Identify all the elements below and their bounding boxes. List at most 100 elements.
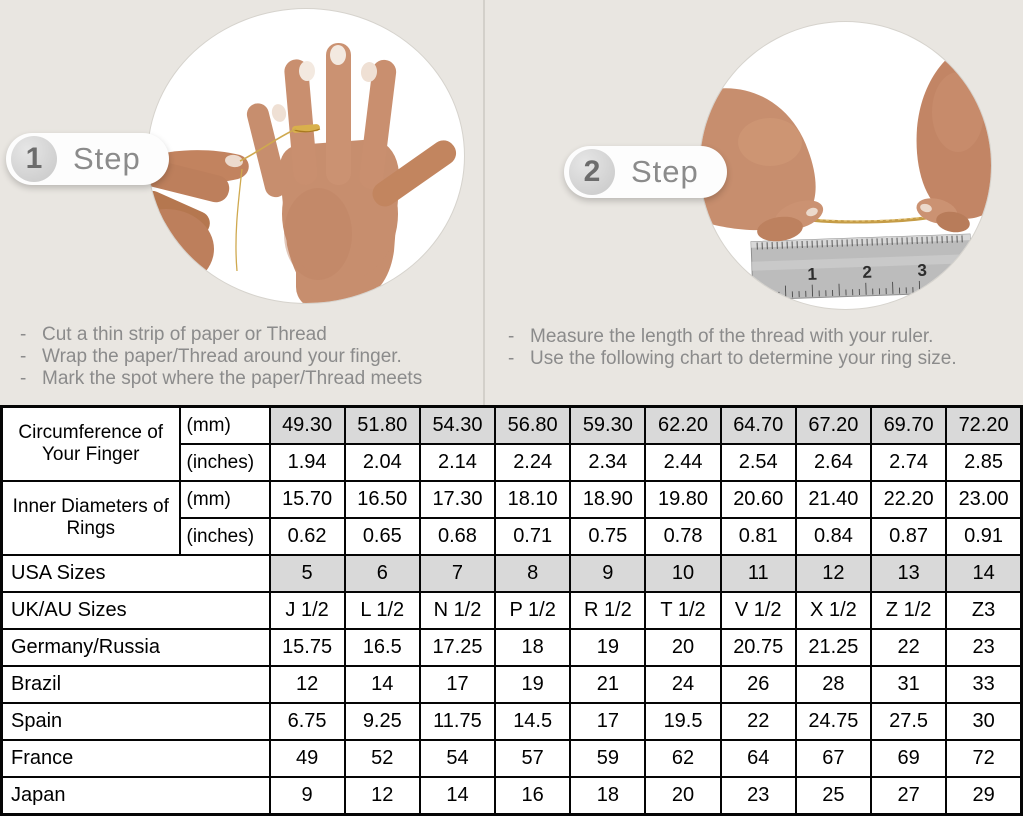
table-cell: 8 xyxy=(494,554,572,593)
table-cell: 18.10 xyxy=(494,480,572,519)
hand-with-thread-illustration xyxy=(148,43,457,303)
table-cell: 28 xyxy=(794,665,873,704)
instruction-section: 1 2 3 xyxy=(0,0,1023,405)
ring-size-table: Circumference of Your Finger (mm) 49.30 51.… xyxy=(0,405,1023,816)
table-cell: 2.24 xyxy=(494,443,572,482)
table-cell: 11.75 xyxy=(418,702,497,741)
instruction-line: - Measure the length of the thread with y… xyxy=(508,326,934,347)
table-cell: 2.14 xyxy=(418,443,497,482)
table-cell: 27.5 xyxy=(869,702,948,741)
row-label: UK/AU Sizes xyxy=(0,591,271,630)
table-cell: T 1/2 xyxy=(644,591,722,630)
table-cell: 52 xyxy=(343,739,421,778)
table-cell: 2.44 xyxy=(644,443,722,482)
table-cell: 21.25 xyxy=(794,628,873,667)
table-cell: 0.75 xyxy=(569,517,647,556)
table-cell: 21.40 xyxy=(794,480,873,519)
step-1-number: 1 xyxy=(11,136,57,182)
row-label: Japan xyxy=(0,776,271,816)
table-cell: J 1/2 xyxy=(268,591,346,630)
table-cell: 30 xyxy=(945,702,1023,741)
table-cell: 17 xyxy=(418,665,497,704)
table-cell: 18 xyxy=(494,628,572,667)
table-cell: 57 xyxy=(494,739,572,778)
thread xyxy=(239,128,297,162)
table-cell: 9 xyxy=(268,776,346,816)
table-cell: 24.75 xyxy=(794,702,873,741)
step-2-number: 2 xyxy=(569,149,615,195)
table-cell: 69.70 xyxy=(869,405,948,445)
table-cell: 12 xyxy=(268,665,346,704)
table-cell: 9.25 xyxy=(343,702,421,741)
table-cell: Z3 xyxy=(945,591,1023,630)
table-cell: 2.74 xyxy=(869,443,948,482)
measuring-thread-illustration: 1 2 3 xyxy=(700,38,991,301)
table-cell: 72 xyxy=(945,739,1023,778)
table-cell: 12 xyxy=(343,776,421,816)
table-cell: 62 xyxy=(644,739,722,778)
table-cell: 21 xyxy=(569,665,647,704)
table-cell: 22 xyxy=(719,702,797,741)
table-cell: 5 xyxy=(268,554,346,593)
table-cell: 1.94 xyxy=(268,443,346,482)
table-cell: 14.5 xyxy=(494,702,572,741)
table-cell: 72.20 xyxy=(945,405,1023,445)
table-cell: 19.80 xyxy=(644,480,722,519)
table-cell: 26 xyxy=(719,665,797,704)
table-cell: 18 xyxy=(569,776,647,816)
row-label: Spain xyxy=(0,702,271,741)
table-cell: P 1/2 xyxy=(494,591,572,630)
table-cell: Z 1/2 xyxy=(869,591,948,630)
table-cell: 2.54 xyxy=(719,443,797,482)
table-cell: 6 xyxy=(343,554,421,593)
table-cell: 2.34 xyxy=(569,443,647,482)
ruler-measure-photo: 1 2 3 xyxy=(699,21,992,310)
table-cell: 33 xyxy=(945,665,1023,704)
unit-label: (inches) xyxy=(178,517,271,556)
instruction-line: - Wrap the paper/Thread around your finge… xyxy=(20,346,402,367)
unit-label: (mm) xyxy=(178,405,271,445)
table-cell: 49 xyxy=(268,739,346,778)
table-cell: 22 xyxy=(869,628,948,667)
step-2-label: Step xyxy=(631,154,699,189)
table-cell: 64 xyxy=(719,739,797,778)
main-hand xyxy=(246,43,457,303)
table-cell: 25 xyxy=(794,776,873,816)
svg-text:3: 3 xyxy=(917,261,927,280)
row-label: Brazil xyxy=(0,665,271,704)
table-cell: 22.20 xyxy=(869,480,948,519)
instruction-line: - Use the following chart to determine yo… xyxy=(508,348,957,369)
table-cell: 0.71 xyxy=(494,517,572,556)
table-cell: 29 xyxy=(945,776,1023,816)
table-cell: V 1/2 xyxy=(719,591,797,630)
step-2-badge: 2 Step xyxy=(564,146,727,198)
table-cell: 67 xyxy=(794,739,873,778)
row-label: USA Sizes xyxy=(0,554,271,593)
table-cell: 59 xyxy=(569,739,647,778)
table-cell: 23 xyxy=(719,776,797,816)
table-cell: 20.60 xyxy=(719,480,797,519)
table-cell: L 1/2 xyxy=(343,591,421,630)
hand-measure-photo xyxy=(147,8,465,304)
table-cell: 14 xyxy=(418,776,497,816)
table-cell: 62.20 xyxy=(644,405,722,445)
table-cell: 19 xyxy=(494,665,572,704)
table-cell: 0.87 xyxy=(869,517,948,556)
table-cell: 0.68 xyxy=(418,517,497,556)
table-cell: 17.30 xyxy=(418,480,497,519)
table-cell: 56.80 xyxy=(494,405,572,445)
table-cell: 67.20 xyxy=(794,405,873,445)
table-cell: 20 xyxy=(644,628,722,667)
table-cell: 17 xyxy=(569,702,647,741)
table-cell: R 1/2 xyxy=(569,591,647,630)
svg-text:1: 1 xyxy=(807,265,817,284)
step-1-label: Step xyxy=(73,141,141,176)
table-cell: 31 xyxy=(869,665,948,704)
table-cell: 10 xyxy=(644,554,722,593)
table-cell: 0.78 xyxy=(644,517,722,556)
table-cell: 16.5 xyxy=(343,628,421,667)
instruction-line: - Cut a thin strip of paper or Thread xyxy=(20,324,327,345)
table-cell: 2.64 xyxy=(794,443,873,482)
unit-label: (inches) xyxy=(178,443,271,482)
table-cell: 17.25 xyxy=(418,628,497,667)
